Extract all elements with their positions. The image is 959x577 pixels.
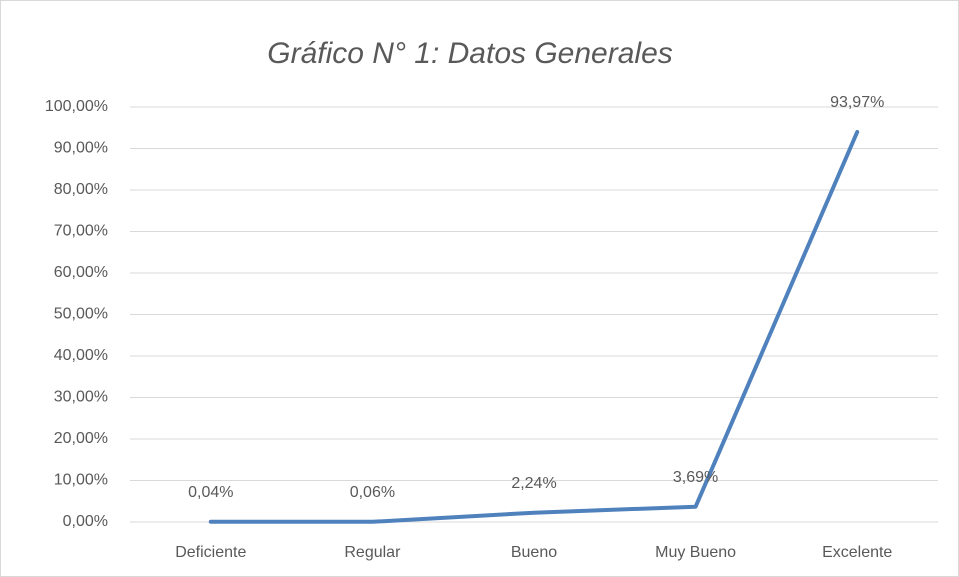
x-tick-label: Deficiente <box>175 544 246 561</box>
data-line <box>208 130 860 524</box>
data-label: 3,69% <box>673 469 718 486</box>
y-tick-label: 20,00% <box>54 430 108 447</box>
x-tick-label: Bueno <box>511 544 557 561</box>
data-label: 93,97% <box>830 94 884 111</box>
y-tick-label: 0,00% <box>63 513 108 530</box>
y-tick-label: 60,00% <box>54 264 108 281</box>
y-tick-label: 10,00% <box>54 472 108 489</box>
x-tick-label: Regular <box>344 544 401 561</box>
data-label: 2,24% <box>511 475 556 492</box>
y-tick-label: 50,00% <box>54 306 108 323</box>
y-tick-label: 100,00% <box>45 98 108 115</box>
chart-title: Gráfico N° 1: Datos Generales <box>267 37 673 70</box>
y-tick-label: 30,00% <box>54 389 108 406</box>
y-tick-label: 40,00% <box>54 347 108 364</box>
x-tick-label: Muy Bueno <box>655 544 736 561</box>
data-label: 0,06% <box>350 484 395 501</box>
y-tick-label: 80,00% <box>54 181 108 198</box>
data-label: 0,04% <box>188 484 233 501</box>
x-tick-label: Excelente <box>822 544 892 561</box>
y-tick-label: 90,00% <box>54 140 108 157</box>
y-tick-label: 70,00% <box>54 223 108 240</box>
